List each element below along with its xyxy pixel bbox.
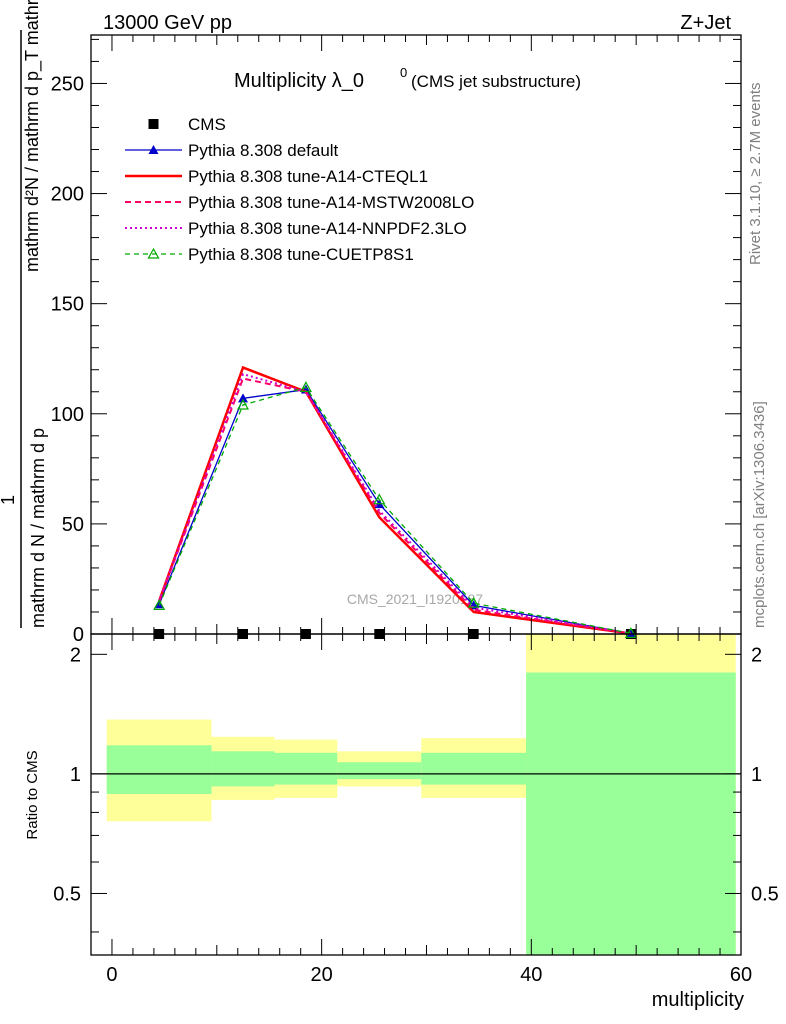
ratio-ytick-label-right-0: 0.5 [751, 883, 779, 905]
ratio-band-inner-5 [526, 672, 736, 955]
main-ytick-label-4: 200 [51, 184, 84, 206]
ratio-band-inner-1 [211, 751, 275, 787]
ratio-ytick-label-2: 2 [70, 644, 81, 666]
ratio-ytick-label-right-2: 2 [751, 644, 762, 666]
series-point-default-1 [238, 393, 249, 403]
x-tick-label-2: 40 [520, 964, 542, 986]
legend-label-cteql1: Pythia 8.308 tune-A14-CTEQL1 [188, 167, 428, 186]
ratio-ytick-label-1: 1 [70, 764, 81, 786]
series-point-cuetp8s1-0 [153, 599, 166, 610]
ratio-band-inner-2 [274, 752, 338, 785]
ylabel-numerator-full: mathrm d²N / mathrm d p_T mathrm d lambd… [22, 0, 43, 272]
ratio-band-inner-3 [337, 762, 422, 780]
ratio-band-inner-0 [106, 745, 212, 794]
legend: CMS Pythia 8.308 default Pythia 8.308 tune… [125, 115, 474, 264]
ratio-ytick-label-0: 0.5 [53, 883, 81, 905]
rivet-label: Rivet 3.1.10, ≥ 2.7M events [747, 83, 764, 266]
series-line-cuetp8s1 [158, 386, 632, 634]
ratio-ytick-label-right-1: 1 [751, 764, 762, 786]
series-line-mstw [158, 377, 632, 635]
ylabel-denominator: mathrm d N / mathrm d p [28, 428, 48, 628]
legend-marker-default [148, 145, 159, 154]
x-tick-label-1: 20 [311, 964, 333, 986]
analysis-watermark: CMS_2021_I1920187 [347, 591, 483, 607]
main-ytick-label-5: 250 [51, 73, 84, 95]
legend-label-cuetp8s1: Pythia 8.308 tune-CUETP8S1 [188, 245, 414, 264]
ratio-ylabel: Ratio to CMS [24, 750, 41, 839]
main-ytick-label-2: 100 [51, 404, 84, 426]
series-point-cuetp8s1-3 [373, 493, 386, 505]
series-line-default [158, 388, 632, 634]
main-ylabel: 1 mathrm d²N / mathrm d p_T mathrm d lam… [0, 0, 48, 628]
title-suffix: (CMS jet substructure) [411, 72, 581, 91]
title-superscript: 0 [400, 65, 407, 80]
main-ytick-label-0: 0 [73, 624, 84, 646]
ratio-frame [90, 633, 742, 956]
series-point-cuetp8s1-2 [299, 381, 312, 392]
legend-label-default: Pythia 8.308 default [188, 141, 339, 160]
ratio-band-inner-4 [421, 752, 527, 785]
main-ytick-label-3: 150 [51, 294, 84, 316]
chart-title: Multiplicity λ_0 0 (CMS jet substructure… [234, 65, 581, 92]
legend-marker-cuetp8s1 [147, 247, 160, 259]
x-axis-label: multiplicity [652, 989, 744, 1011]
series-point-cuetp8s1-1 [236, 398, 250, 410]
series-line-nnpdf [158, 372, 632, 635]
legend-label-nnpdf: Pythia 8.308 tune-A14-NNPDF2.3LO [188, 219, 467, 238]
legend-label-mstw: Pythia 8.308 tune-A14-MSTW2008LO [188, 193, 474, 212]
legend-marker-cms [148, 119, 159, 129]
ratio-bands [91, 634, 741, 955]
process-label: Z+Jet [680, 12, 731, 34]
x-tick-label-3: 60 [730, 964, 752, 986]
main-ytick-label-1: 50 [62, 514, 84, 536]
legend-label-cms: CMS [188, 115, 226, 134]
series-point-cuetp8s1-5 [624, 627, 637, 638]
ylabel-numerator: 1 [0, 495, 18, 505]
title-main: Multiplicity λ_0 [234, 70, 364, 92]
x-tick-label-0: 0 [106, 964, 117, 986]
energy-label: 13000 GeV pp [103, 12, 232, 34]
series-line-cteql1 [157, 365, 632, 635]
series-point-cuetp8s1-4 [467, 596, 480, 608]
ratio-axes: 0.5 0.51 12 20 20 40 60 [53, 633, 779, 986]
mcplots-label: mcplots.cern.ch [arXiv:1306.3436] [751, 401, 768, 628]
